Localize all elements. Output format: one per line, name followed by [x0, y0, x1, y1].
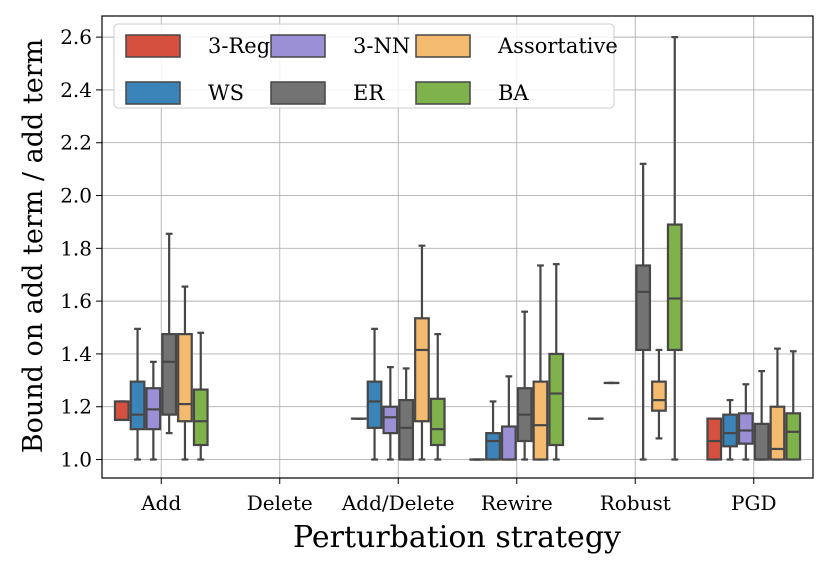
legend-swatch [270, 81, 326, 105]
y-tick-label: 1.8 [60, 236, 92, 260]
x-axis-label: Perturbation strategy [293, 520, 621, 555]
box-body [753, 422, 770, 461]
box-3-nn-add [145, 360, 162, 461]
y-tick-label: 2.2 [60, 131, 92, 155]
y-tick-label: 2.6 [60, 25, 92, 49]
y-tick-label: 1.2 [60, 395, 92, 419]
box-body [414, 317, 430, 423]
box-marks [113, 36, 802, 461]
y-tick-label: 2.4 [60, 78, 92, 102]
x-tick-label: Delete [247, 491, 313, 515]
legend-swatch [125, 81, 181, 105]
x-tick-label: Rewire [481, 491, 553, 515]
box-er-rewire [516, 310, 533, 461]
box-ba-add [192, 331, 209, 461]
legend-label: ER [353, 81, 385, 105]
box-body [129, 380, 146, 431]
x-tick-label: Robust [600, 491, 671, 515]
y-tick-label: 1.6 [60, 289, 92, 313]
legend-label: WS [208, 81, 244, 105]
box-body [177, 333, 193, 423]
box-assortative-robust [651, 348, 667, 440]
box-body [706, 417, 723, 461]
box-body [382, 405, 399, 435]
box-er-pgd [753, 369, 770, 461]
box-ws-add-delete [366, 327, 383, 461]
box-body [635, 264, 652, 352]
box-body [192, 388, 209, 447]
box-assortative-pgd [769, 347, 786, 461]
box-body [500, 425, 517, 461]
legend-swatch [270, 34, 326, 58]
legend-label: Assortative [497, 34, 618, 58]
x-axis-ticks: Add Delete Add/Delete Rewire Robust PGD [140, 478, 776, 515]
box-body [429, 397, 446, 447]
legend-label: 3-Reg [208, 34, 270, 58]
legend-label: 3-NN [353, 34, 410, 58]
box-body [161, 333, 178, 416]
box-3-reg-pgd [706, 417, 723, 461]
legend-swatch [415, 34, 471, 58]
box-body [666, 223, 683, 352]
y-axis-label: Bound on add term / add term [18, 39, 49, 453]
box-assortative-add [177, 285, 193, 461]
y-tick-label: 1.4 [60, 342, 92, 366]
box-body [548, 352, 565, 447]
box-body [722, 413, 738, 448]
box-er-robust [635, 162, 652, 461]
box-ba-add-delete [429, 333, 446, 461]
box-body [485, 432, 501, 461]
legend-label: BA [498, 81, 529, 105]
x-tick-label: Add [140, 491, 181, 515]
box-3-reg-add [113, 400, 130, 422]
box-ws-pgd [722, 399, 738, 461]
box-body [785, 412, 802, 461]
box-er-add-delete [398, 367, 415, 461]
box-ws-rewire [485, 400, 501, 461]
box-body [769, 405, 786, 461]
y-tick-label: 1.0 [60, 448, 92, 472]
box-body [366, 380, 383, 429]
y-tick-label: 2.0 [60, 184, 92, 208]
box-3-nn-pgd [737, 383, 754, 461]
box-ws-add [129, 327, 146, 461]
box-body [532, 380, 549, 461]
legend-swatch [415, 81, 471, 105]
box-er-add [161, 232, 178, 435]
plot-frame [101, 15, 814, 479]
legend-swatch [125, 34, 181, 58]
legend: 3-Reg WS 3-NN ER Assortative BA [113, 23, 618, 109]
box-body [398, 399, 415, 461]
legend-frame [113, 23, 615, 109]
box-assortative-add-delete [414, 244, 430, 461]
box-3-nn-add-delete [382, 366, 399, 461]
box-ba-rewire [548, 263, 565, 461]
box-body [651, 380, 667, 412]
x-tick-label: Add/Delete [341, 491, 455, 515]
box-body [737, 412, 754, 445]
box-ba-pgd [785, 350, 802, 461]
y-axis-ticks: 1.0 1.2 1.4 1.6 1.8 2.0 2.2 2.4 2.6 [60, 25, 102, 472]
box-body [113, 400, 130, 422]
box-ba-robust [666, 36, 683, 461]
box-assortative-rewire [532, 264, 549, 461]
box-3-nn-rewire [500, 375, 517, 461]
x-tick-label: PGD [731, 491, 776, 515]
